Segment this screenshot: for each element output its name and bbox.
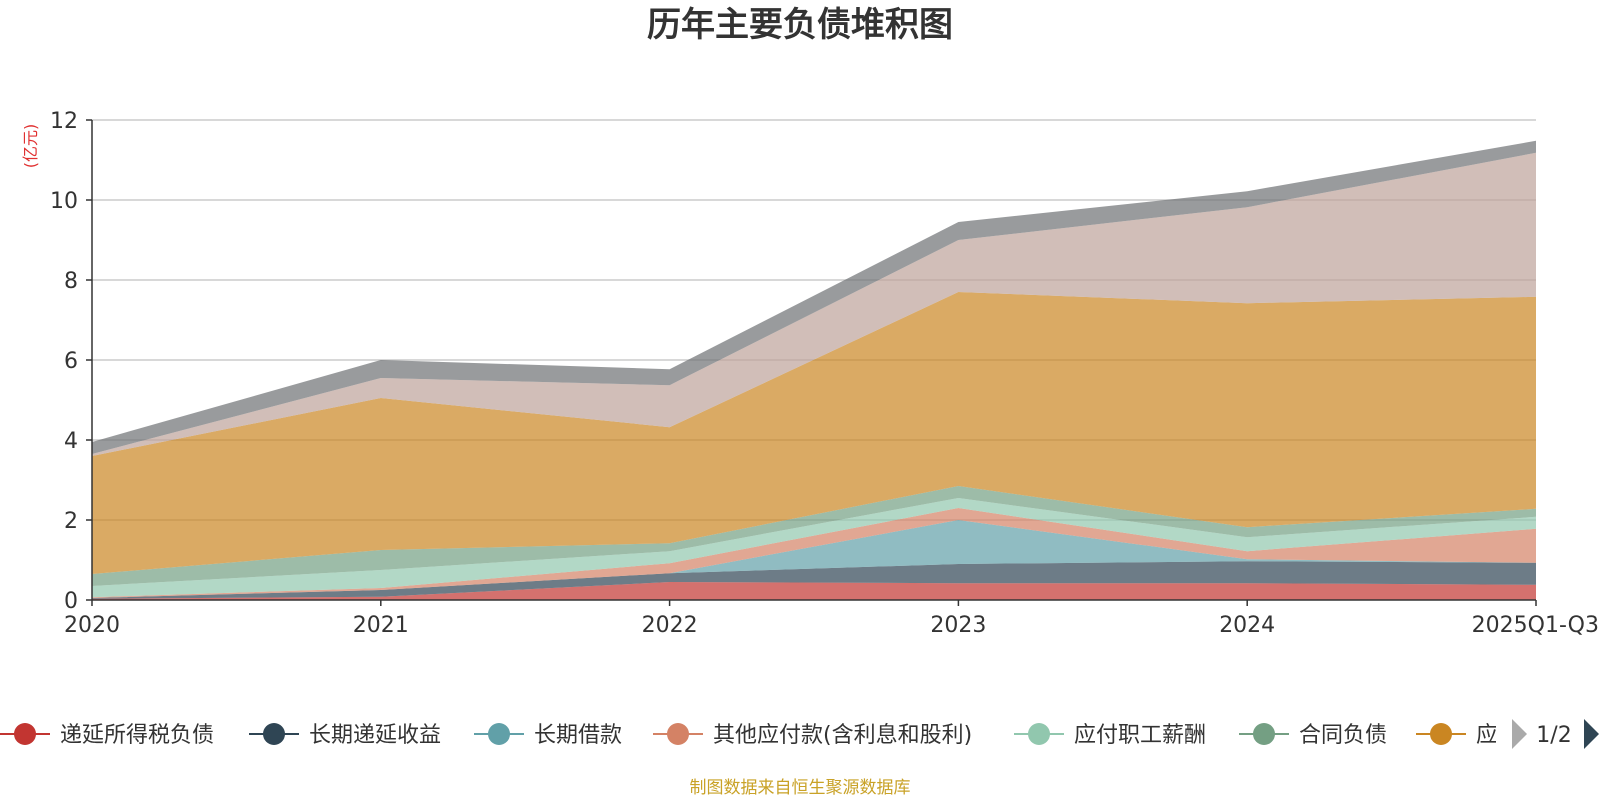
legend-label: 合同负债 — [1299, 723, 1387, 748]
area-series-9[interactable] — [92, 140, 1536, 455]
legend-marker — [667, 723, 689, 745]
x-tick-label: 2025Q1-Q3 — [1472, 613, 1599, 638]
legend-clip-mask — [1496, 714, 1506, 754]
y-tick-label: 6 — [64, 349, 78, 374]
y-tick-label: 0 — [64, 589, 78, 614]
area-series-7[interactable] — [92, 292, 1536, 574]
y-tick-label: 12 — [50, 109, 78, 134]
legend-item-1[interactable]: 递延所得税负债 — [0, 723, 214, 748]
area-series-5[interactable] — [92, 498, 1536, 598]
stacked-areas — [92, 140, 1536, 600]
area-series-1[interactable] — [92, 582, 1536, 600]
legend-label: 长期递延收益 — [309, 723, 441, 748]
chart-title: 历年主要负债堆积图 — [647, 5, 953, 45]
x-tick-label: 2024 — [1219, 613, 1275, 638]
x-tick-label: 2021 — [353, 613, 409, 638]
area-series-6[interactable] — [92, 486, 1536, 586]
legend-label: 应 — [1476, 723, 1498, 748]
legend-item-3[interactable]: 长期借款 — [474, 723, 622, 748]
y-tick-label: 2 — [64, 509, 78, 534]
area-series-2[interactable] — [92, 561, 1536, 599]
y-tick-label: 8 — [64, 269, 78, 294]
legend-marker — [14, 723, 36, 745]
legend-item-7[interactable]: 应 — [1416, 723, 1498, 748]
y-tick-label: 10 — [50, 189, 78, 214]
legend-label: 应付职工薪酬 — [1074, 723, 1206, 748]
legend-marker — [1028, 723, 1050, 745]
area-series-3[interactable] — [92, 520, 1536, 598]
x-tick-label: 2020 — [64, 613, 120, 638]
legend-label: 长期借款 — [534, 723, 622, 748]
y-tick-label: 4 — [64, 429, 78, 454]
legend-marker — [1253, 723, 1275, 745]
legend-item-5[interactable]: 应付职工薪酬 — [1014, 723, 1206, 748]
legend-page-indicator: 1/2 — [1536, 723, 1571, 748]
legend-label: 递延所得税负债 — [60, 723, 214, 748]
legend-label: 其他应付款(含利息和股利) — [713, 723, 972, 748]
triangle-right-icon[interactable] — [1584, 719, 1599, 749]
legend-marker — [488, 723, 510, 745]
legend-item-2[interactable]: 长期递延收益 — [249, 723, 441, 748]
y-ticks: 0 2 4 6 8 10 12 — [50, 109, 92, 614]
legend: 递延所得税负债 长期递延收益 长期借款 其他应付款(含利息和股利) 应付职工薪酬… — [0, 714, 1599, 754]
x-tick-label: 2022 — [642, 613, 698, 638]
legend-item-4[interactable]: 其他应付款(含利息和股利) — [653, 723, 972, 748]
triangle-left-icon[interactable] — [1512, 719, 1527, 749]
legend-marker — [263, 723, 285, 745]
legend-item-6[interactable]: 合同负债 — [1239, 723, 1387, 748]
x-tick-label: 2023 — [930, 613, 986, 638]
area-series-4[interactable] — [92, 508, 1536, 598]
y-axis-unit: (亿元) — [21, 124, 40, 169]
area-series-8[interactable] — [92, 152, 1536, 457]
x-ticks: 2020 2021 2022 2023 2024 2025Q1-Q3 — [64, 600, 1599, 638]
source-note: 制图数据来自恒生聚源数据库 — [690, 778, 911, 798]
legend-marker — [1430, 723, 1452, 745]
